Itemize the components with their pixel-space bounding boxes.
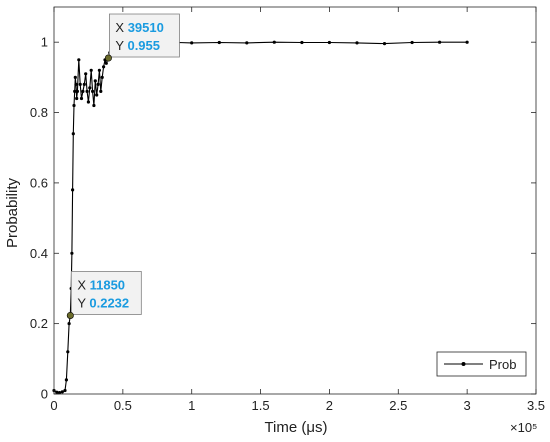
series-point-prob: [64, 378, 68, 382]
x-axis-exponent: ×10⁵: [510, 420, 537, 435]
series-point-prob: [438, 40, 442, 44]
x-tick-label: 2: [326, 398, 333, 413]
x-tick-label: 0: [50, 398, 57, 413]
y-tick-label: 0.6: [30, 175, 48, 190]
datatip-y-value: 0.2232: [89, 295, 129, 310]
legend: Prob: [436, 351, 527, 377]
series-point-prob: [327, 40, 331, 45]
datatip-box: [70, 271, 142, 315]
series-line-prob: [53, 41, 468, 394]
series-point-prob: [190, 41, 194, 45]
x-tick-label: 2.5: [389, 398, 407, 413]
series-point-prob: [92, 103, 96, 108]
y-tick-label: 0.8: [30, 105, 48, 120]
datatip-x-value: 39510: [128, 20, 164, 35]
series-point-prob: [100, 75, 104, 79]
x-tick-label: 1: [188, 398, 195, 413]
datatip-box: [109, 13, 180, 58]
series-point-prob: [89, 68, 93, 72]
series-point-prob: [77, 58, 81, 62]
datatip-x-label: X: [115, 20, 127, 35]
series-point-prob: [355, 41, 359, 45]
x-tick-label: 3.5: [527, 398, 545, 413]
x-tick-label: 3: [464, 398, 471, 413]
series-point-prob: [79, 96, 84, 101]
series-point-prob: [84, 72, 88, 76]
series-point-prob: [75, 96, 79, 101]
series-point-prob: [60, 390, 64, 394]
series-point-prob: [82, 82, 86, 86]
series-point-prob: [66, 350, 70, 354]
series-point-prob: [97, 68, 101, 72]
datatip-y-label: Y: [115, 38, 127, 53]
series-point-prob: [465, 40, 469, 44]
series-point-prob: [245, 41, 249, 45]
datatip-y-label: Y: [77, 295, 89, 310]
series-point-prob: [300, 40, 304, 45]
series-point-prob: [57, 391, 62, 395]
datatip-marker: [66, 311, 74, 319]
legend-swatch-marker: [461, 362, 466, 366]
series-point-prob: [73, 89, 77, 93]
series-point-prob: [67, 322, 71, 326]
y-tick-label: 0.4: [30, 246, 48, 261]
datatip-x-row: X 11850: [77, 277, 125, 292]
x-tick-label: 0.5: [114, 398, 132, 413]
x-tick-label: 1.5: [252, 398, 270, 413]
series-point-prob: [71, 132, 75, 136]
series-point-prob: [104, 61, 108, 65]
y-tick-label: 0: [41, 387, 48, 402]
series-point-prob: [81, 89, 85, 93]
series-point-prob: [91, 89, 95, 93]
series-point-prob: [96, 82, 100, 86]
axes-box: [53, 6, 537, 395]
datatip-x-row: X 39510: [115, 20, 163, 35]
series-point-prob: [99, 89, 103, 93]
series-point-prob: [63, 388, 67, 393]
series-point-prob: [95, 93, 99, 97]
series-point-prob: [73, 75, 77, 79]
datatip-x-value: 11850: [90, 277, 125, 292]
datatip-y-row: Y 0.2232: [77, 295, 129, 310]
series-point-prob: [85, 89, 89, 93]
series-point-prob: [72, 103, 76, 108]
series-point-prob: [55, 390, 59, 394]
x-axis-label: Time (μs): [264, 419, 327, 436]
y-tick-label: 1: [41, 35, 48, 50]
series-point-prob: [75, 89, 79, 93]
series-point-prob: [88, 86, 92, 90]
datatip-marker: [104, 54, 112, 62]
y-tick-label: 0.2: [30, 316, 48, 331]
datatip-y-value: 0.955: [127, 38, 160, 53]
y-axis-label: Probability: [4, 177, 21, 248]
series-point-prob: [71, 188, 75, 192]
series-point-prob: [78, 82, 82, 86]
series-point-prob: [93, 79, 97, 83]
series-point-prob: [102, 65, 106, 69]
plot-area: [54, 7, 536, 394]
axis-ticks: 0 0.5 1 1.5 2 2.5 3 3.5 0 0.2 0.4 0.6 0.8 1: [30, 7, 545, 413]
series-point-prob: [272, 40, 276, 44]
series-point-prob: [217, 40, 221, 45]
legend-label: Prob: [489, 357, 516, 372]
series-point-prob: [410, 40, 414, 45]
datatip-x-label: X: [77, 277, 89, 292]
datatip-y-row: Y 0.955: [115, 38, 160, 53]
series-point-prob: [86, 100, 90, 104]
series-point-prob: [74, 82, 78, 86]
series-point-prob: [70, 251, 74, 255]
series-point-prob: [382, 42, 387, 46]
